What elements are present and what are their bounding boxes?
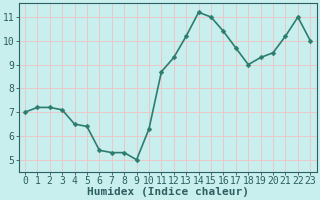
X-axis label: Humidex (Indice chaleur): Humidex (Indice chaleur) [87, 187, 249, 197]
